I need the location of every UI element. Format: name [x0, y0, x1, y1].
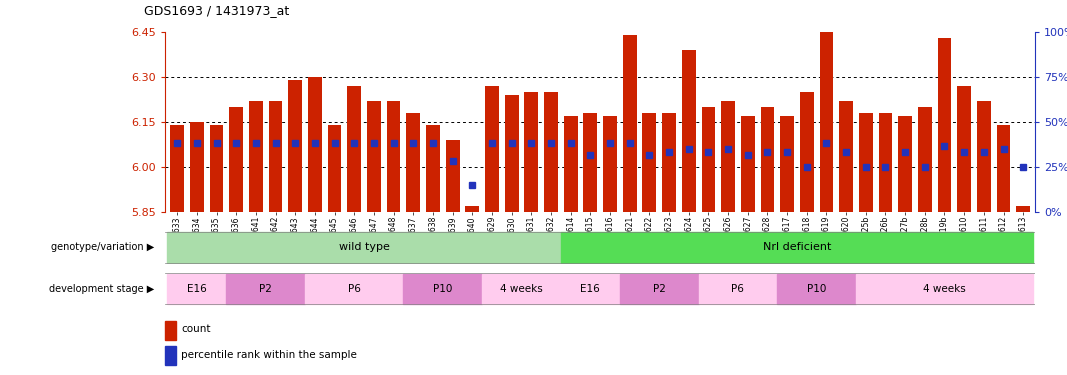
Bar [682, 50, 696, 212]
Bar [465, 206, 479, 212]
Bar [761, 107, 775, 212]
Bar [859, 113, 873, 212]
Bar [620, 274, 699, 304]
Text: GDS1693 / 1431973_at: GDS1693 / 1431973_at [144, 4, 289, 17]
Text: 4 weeks: 4 weeks [500, 284, 543, 294]
Bar [226, 274, 305, 304]
Text: P6: P6 [732, 284, 745, 294]
Bar [777, 274, 856, 304]
Bar [642, 113, 656, 212]
Bar [407, 113, 420, 212]
Text: E16: E16 [580, 284, 601, 294]
Text: development stage ▶: development stage ▶ [49, 284, 155, 294]
Bar [584, 113, 598, 212]
Bar [623, 35, 637, 212]
Bar [190, 122, 204, 212]
Bar [898, 116, 912, 212]
Bar [957, 86, 971, 212]
Bar [701, 107, 715, 212]
Bar [386, 101, 400, 212]
Bar [168, 232, 561, 262]
Bar [403, 274, 482, 304]
Bar [561, 232, 1033, 262]
Bar [525, 92, 538, 212]
Bar [561, 274, 620, 304]
Bar [840, 101, 853, 212]
Bar [209, 125, 223, 212]
Bar [603, 116, 617, 212]
Text: P6: P6 [348, 284, 361, 294]
Bar [171, 125, 185, 212]
Bar [308, 77, 322, 212]
Bar [977, 101, 991, 212]
Text: P2: P2 [653, 284, 666, 294]
Bar [780, 116, 794, 212]
Text: P10: P10 [433, 284, 452, 294]
Text: E16: E16 [187, 284, 207, 294]
Bar [856, 274, 1033, 304]
Bar [249, 101, 262, 212]
Bar [348, 86, 361, 212]
Bar [721, 101, 735, 212]
Bar [505, 95, 519, 212]
Text: genotype/variation ▶: genotype/variation ▶ [51, 243, 155, 252]
Bar [800, 92, 814, 212]
Bar [229, 107, 243, 212]
Bar [328, 125, 341, 212]
Text: percentile rank within the sample: percentile rank within the sample [181, 350, 357, 360]
Bar [165, 346, 176, 365]
Text: wild type: wild type [338, 243, 389, 252]
Bar [878, 113, 892, 212]
Bar [563, 116, 577, 212]
Bar [997, 125, 1010, 212]
Bar [740, 116, 754, 212]
Text: count: count [181, 324, 211, 334]
Bar [426, 125, 440, 212]
Bar [699, 274, 777, 304]
Bar [482, 274, 561, 304]
Bar [269, 101, 283, 212]
Bar [819, 23, 833, 212]
Bar [288, 80, 302, 212]
Bar [367, 101, 381, 212]
Bar [168, 274, 226, 304]
Bar [446, 140, 460, 212]
Bar [938, 38, 952, 212]
Bar [165, 321, 176, 340]
Bar [663, 113, 675, 212]
Text: 4 weeks: 4 weeks [923, 284, 966, 294]
Text: P2: P2 [259, 284, 272, 294]
Bar [305, 274, 403, 304]
Bar [1016, 206, 1030, 212]
Bar [918, 107, 931, 212]
Text: P10: P10 [807, 284, 826, 294]
Bar [485, 86, 499, 212]
Text: Nrl deficient: Nrl deficient [763, 243, 831, 252]
Bar [544, 92, 558, 212]
